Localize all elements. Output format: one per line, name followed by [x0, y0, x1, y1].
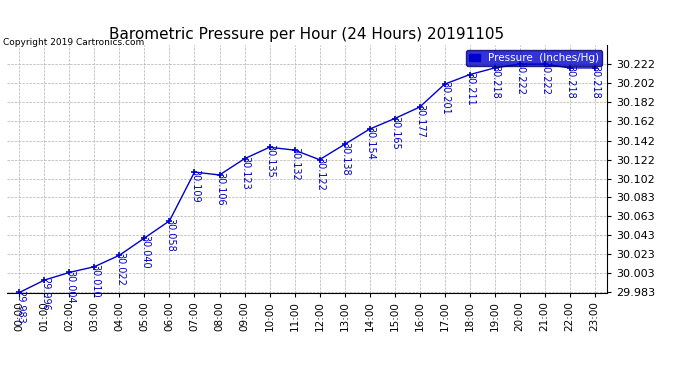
Text: 30.058: 30.058: [165, 218, 175, 252]
Text: 30.004: 30.004: [65, 270, 75, 303]
Title: Barometric Pressure per Hour (24 Hours) 20191105: Barometric Pressure per Hour (24 Hours) …: [110, 27, 504, 42]
Text: 30.177: 30.177: [415, 104, 425, 138]
Text: 30.211: 30.211: [465, 72, 475, 106]
Text: 30.218: 30.218: [490, 65, 500, 99]
Text: 30.122: 30.122: [315, 157, 325, 191]
Text: 30.165: 30.165: [390, 116, 400, 150]
Text: 30.010: 30.010: [90, 264, 100, 297]
Text: 30.218: 30.218: [565, 65, 575, 99]
Text: 29.996: 29.996: [40, 277, 50, 311]
Text: 30.135: 30.135: [265, 144, 275, 178]
Text: 30.022: 30.022: [115, 252, 125, 286]
Text: Copyright 2019 Cartronics.com: Copyright 2019 Cartronics.com: [3, 38, 145, 47]
Text: 30.123: 30.123: [240, 156, 250, 190]
Text: 30.138: 30.138: [340, 142, 350, 175]
Text: 30.106: 30.106: [215, 172, 225, 206]
Text: 30.222: 30.222: [515, 62, 525, 95]
Text: 30.222: 30.222: [540, 62, 550, 95]
Text: 30.201: 30.201: [440, 81, 450, 115]
Legend: Pressure  (Inches/Hg): Pressure (Inches/Hg): [466, 50, 602, 66]
Text: 30.040: 30.040: [140, 235, 150, 269]
Text: 30.109: 30.109: [190, 170, 200, 203]
Text: 30.218: 30.218: [590, 65, 600, 99]
Text: 30.132: 30.132: [290, 147, 300, 181]
Text: 29.983: 29.983: [15, 290, 25, 324]
Text: 30.154: 30.154: [365, 126, 375, 160]
